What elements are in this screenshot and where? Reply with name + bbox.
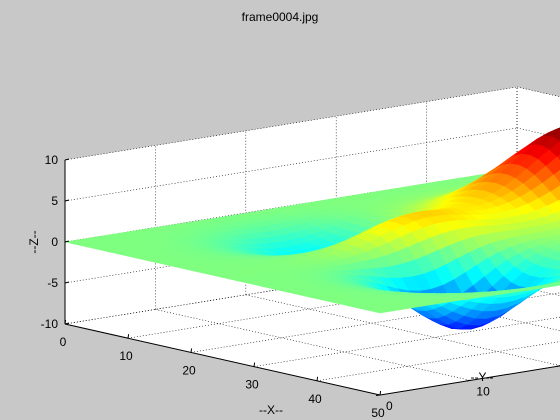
grid-line	[190, 292, 560, 353]
z-tick-mark	[64, 158, 70, 161]
grid-line	[64, 127, 518, 202]
z-tick-mark	[64, 322, 70, 325]
surface-patch	[556, 154, 560, 162]
surface	[64, 127, 560, 330]
z-tick-mark	[64, 199, 70, 202]
surface-patch	[555, 127, 560, 130]
x-tick-mark	[253, 362, 256, 367]
x-tick-label: 50	[371, 406, 385, 420]
y-axis-label: --Y--	[471, 370, 494, 384]
y-axis-line	[379, 365, 560, 396]
x-axis-line	[64, 323, 381, 396]
x-axis-label: --X--	[259, 403, 283, 417]
z-axis-label: --Z--	[27, 230, 41, 253]
x-tick-label: 40	[308, 392, 322, 406]
surface-patch	[555, 250, 560, 254]
grid-line	[64, 86, 518, 161]
x-tick-mark	[379, 390, 382, 396]
y-tick-mark	[466, 379, 471, 382]
z-tick-mark	[64, 281, 70, 284]
y-tick-mark	[375, 394, 381, 396]
x-tick-label: 20	[182, 363, 196, 377]
y-tick-label: 10	[476, 384, 490, 398]
z-tick-label: 5	[51, 194, 58, 208]
grid-line	[253, 316, 560, 367]
grid-line	[316, 341, 560, 382]
z-tick-label: -5	[47, 276, 58, 290]
x-tick-mark	[316, 376, 319, 381]
x-tick-label: 0	[60, 335, 67, 349]
z-tick-label: -10	[41, 317, 59, 331]
surface-patch	[556, 267, 560, 270]
x-tick-label: 30	[245, 378, 259, 392]
x-tick-mark	[64, 319, 67, 325]
axes-edges	[64, 158, 560, 396]
z-tick-mark	[64, 240, 70, 243]
x-tick-label: 10	[119, 349, 133, 363]
x-tick-mark	[127, 334, 130, 339]
y-tick-label: 0	[386, 399, 393, 413]
z-tick-label: 0	[51, 235, 58, 249]
chart-title: frame0004.jpg	[242, 10, 319, 24]
x-tick-mark	[190, 348, 193, 353]
z-tick-label: 10	[45, 153, 59, 167]
y-tick-mark	[556, 365, 560, 367]
surface-patch	[372, 309, 392, 314]
